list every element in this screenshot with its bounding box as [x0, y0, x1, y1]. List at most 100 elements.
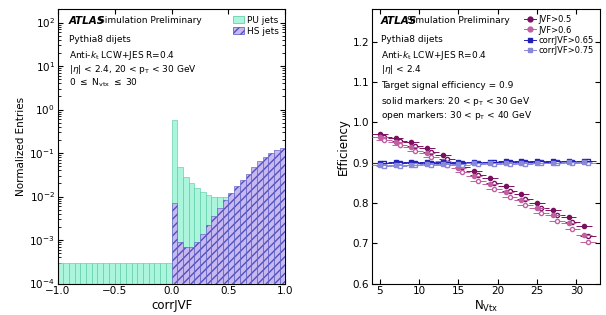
Text: ATLAS: ATLAS: [381, 16, 418, 26]
Bar: [200, 234, 205, 315]
Text: Anti-$k_{\rm t}$ LCW+JES R=0.4: Anti-$k_{\rm t}$ LCW+JES R=0.4: [381, 49, 487, 62]
Bar: [155, 263, 160, 315]
Bar: [58, 284, 63, 315]
Bar: [86, 263, 92, 315]
Bar: [115, 263, 120, 315]
Bar: [257, 162, 262, 315]
Y-axis label: Normalized Entries: Normalized Entries: [16, 97, 27, 196]
Bar: [274, 186, 280, 315]
Bar: [257, 193, 262, 315]
Y-axis label: Efficiency: Efficiency: [337, 118, 350, 175]
Bar: [183, 177, 188, 315]
Bar: [211, 197, 217, 315]
Bar: [188, 183, 195, 315]
Bar: [75, 263, 81, 315]
Bar: [234, 197, 240, 315]
Text: ATLAS: ATLAS: [69, 16, 105, 26]
Bar: [280, 148, 285, 315]
Legend: JVF>0.5, JVF>0.6, corrJVF>0.65, corrJVF>0.75: JVF>0.5, JVF>0.6, corrJVF>0.65, corrJVF>…: [522, 14, 596, 57]
Bar: [217, 208, 223, 315]
Bar: [177, 167, 183, 315]
Bar: [143, 284, 148, 315]
Bar: [69, 284, 75, 315]
Bar: [223, 197, 228, 315]
Bar: [211, 216, 217, 315]
Bar: [228, 197, 234, 315]
Bar: [148, 263, 155, 315]
Bar: [132, 263, 138, 315]
Bar: [240, 197, 245, 315]
Bar: [81, 284, 86, 315]
Bar: [205, 195, 211, 315]
Bar: [92, 263, 98, 315]
Bar: [268, 153, 274, 315]
Bar: [195, 188, 200, 315]
Text: Simulation Preliminary: Simulation Preliminary: [99, 16, 201, 25]
Bar: [262, 157, 268, 315]
Bar: [86, 284, 92, 315]
Bar: [166, 263, 171, 315]
Bar: [138, 263, 143, 315]
Bar: [132, 284, 138, 315]
Bar: [75, 284, 81, 315]
Bar: [126, 263, 132, 315]
Bar: [171, 120, 177, 315]
Bar: [188, 247, 195, 315]
Bar: [98, 284, 103, 315]
Bar: [240, 180, 245, 315]
Bar: [268, 189, 274, 315]
Bar: [143, 263, 148, 315]
Bar: [148, 284, 155, 315]
Text: Anti-$k_{\rm t}$ LCW+JES R=0.4: Anti-$k_{\rm t}$ LCW+JES R=0.4: [69, 49, 175, 62]
Bar: [251, 167, 257, 315]
Bar: [103, 284, 109, 315]
Bar: [98, 263, 103, 315]
Bar: [195, 242, 200, 315]
Bar: [245, 197, 251, 315]
Bar: [166, 284, 171, 315]
Bar: [228, 193, 234, 315]
Text: 0 $\leq$ N$_{\rm vtx}$ $\leq$ 30: 0 $\leq$ N$_{\rm vtx}$ $\leq$ 30: [69, 77, 138, 89]
Bar: [251, 195, 257, 315]
Bar: [183, 247, 188, 315]
Bar: [109, 263, 115, 315]
Bar: [109, 284, 115, 315]
Bar: [126, 284, 132, 315]
Bar: [171, 203, 177, 315]
Text: open markers: 30 < p$_{\rm T}$ < 40 GeV: open markers: 30 < p$_{\rm T}$ < 40 GeV: [381, 109, 532, 122]
Text: solid markers: 20 < p$_{\rm T}$ < 30 GeV: solid markers: 20 < p$_{\rm T}$ < 30 GeV: [381, 95, 531, 108]
Bar: [200, 192, 205, 315]
Text: $|\eta|$ < 2.4, 20 < p$_{\rm T}$ < 30 GeV: $|\eta|$ < 2.4, 20 < p$_{\rm T}$ < 30 Ge…: [69, 63, 197, 76]
Text: Target signal efficiency = 0.9: Target signal efficiency = 0.9: [381, 81, 513, 90]
X-axis label: corrJVF: corrJVF: [151, 299, 192, 312]
Bar: [262, 192, 268, 315]
Text: Pythia8 dijets: Pythia8 dijets: [69, 36, 131, 44]
Bar: [160, 263, 166, 315]
Bar: [234, 186, 240, 315]
Bar: [160, 284, 166, 315]
Bar: [217, 197, 223, 315]
Text: Pythia8 dijets: Pythia8 dijets: [381, 36, 443, 44]
Bar: [280, 183, 285, 315]
Bar: [81, 263, 86, 315]
Bar: [69, 263, 75, 315]
Bar: [92, 284, 98, 315]
Bar: [177, 242, 183, 315]
Text: $|\eta|$ < 2.4: $|\eta|$ < 2.4: [381, 63, 422, 76]
Bar: [103, 263, 109, 315]
Bar: [223, 200, 228, 315]
Legend: PU jets, HS jets: PU jets, HS jets: [231, 14, 281, 37]
Bar: [274, 150, 280, 315]
X-axis label: N$_{\rm Vtx}$: N$_{\rm Vtx}$: [474, 299, 498, 314]
Text: Simulation Preliminary: Simulation Preliminary: [407, 16, 510, 25]
Bar: [138, 284, 143, 315]
Bar: [120, 284, 126, 315]
Bar: [245, 174, 251, 315]
Bar: [63, 284, 69, 315]
Bar: [120, 263, 126, 315]
Bar: [58, 263, 63, 315]
Bar: [155, 284, 160, 315]
Bar: [115, 284, 120, 315]
Bar: [205, 225, 211, 315]
Bar: [63, 263, 69, 315]
